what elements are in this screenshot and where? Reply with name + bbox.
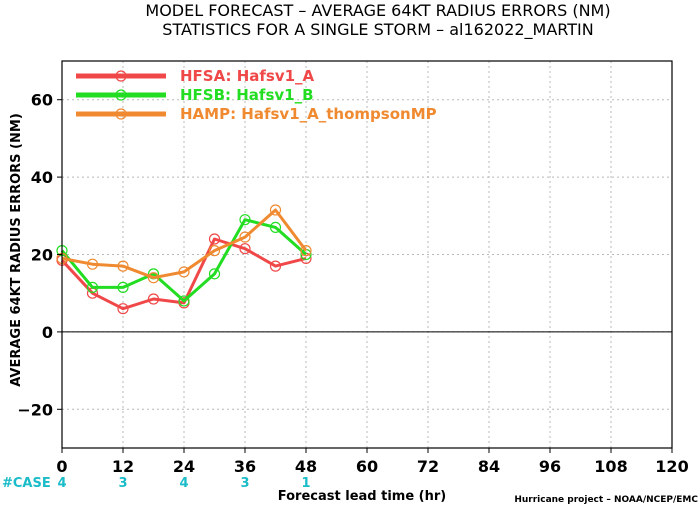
x-axis-title: Forecast lead time (hr) bbox=[278, 489, 446, 504]
series-line bbox=[60, 218, 307, 303]
data-point bbox=[117, 260, 129, 272]
x-tick-label: 108 bbox=[594, 457, 627, 476]
data-point bbox=[117, 281, 129, 293]
y-tick-label: 20 bbox=[31, 246, 53, 265]
case-count: 4 bbox=[179, 476, 188, 491]
data-point bbox=[239, 214, 251, 226]
credit-text: Hurricane project – NOAA/NCEP/EMC bbox=[514, 495, 698, 505]
data-point bbox=[269, 260, 282, 272]
data-point bbox=[208, 268, 221, 280]
data-point bbox=[117, 303, 129, 315]
series-2 bbox=[56, 214, 312, 307]
chart-subtitle: STATISTICS FOR A SINGLE STORM – al162022… bbox=[162, 20, 593, 40]
series-3 bbox=[56, 204, 312, 284]
data-point bbox=[269, 204, 282, 216]
data-point bbox=[208, 245, 221, 257]
case-count: 3 bbox=[240, 476, 249, 491]
case-count: 3 bbox=[118, 476, 127, 491]
data-point bbox=[178, 266, 190, 278]
series-line bbox=[61, 208, 308, 280]
data-point bbox=[208, 233, 221, 245]
x-tick-label: 48 bbox=[295, 457, 317, 476]
legend-marker bbox=[115, 70, 127, 82]
y-axis-title: AVERAGE 64KT RADIUS ERRORS (NM) bbox=[9, 113, 24, 387]
y-tick-label: 60 bbox=[31, 91, 53, 110]
data-point bbox=[147, 293, 160, 305]
y-tick-label: −20 bbox=[17, 400, 53, 419]
x-tick-label: 96 bbox=[539, 457, 561, 476]
x-tick-label: 36 bbox=[234, 457, 256, 476]
grid bbox=[61, 61, 673, 448]
x-tick-label: 60 bbox=[356, 457, 378, 476]
x-tick-label: 120 bbox=[655, 457, 688, 476]
y-tick-label: 0 bbox=[42, 323, 53, 342]
data-point bbox=[239, 243, 251, 255]
legend-marker bbox=[115, 108, 127, 120]
case-count: 1 bbox=[301, 476, 310, 491]
data-point bbox=[178, 295, 190, 307]
legend-label: HFSB: Hafsv1_B bbox=[180, 86, 314, 104]
plot-frame bbox=[61, 60, 673, 449]
tick-labels: 0 12 24 36 48 60 72 84 96 108 120 −20 0 20 40 60 bbox=[17, 91, 688, 476]
case-count: 4 bbox=[57, 476, 66, 491]
x-tick-label: 72 bbox=[417, 457, 439, 476]
legend-marker bbox=[115, 89, 127, 101]
series-line bbox=[60, 237, 307, 311]
case-counts: 4 3 4 3 1 bbox=[57, 476, 310, 491]
case-label: #CASE bbox=[2, 476, 51, 491]
data-point bbox=[269, 221, 282, 234]
legend-label: HFSA: Hafsv1_A bbox=[180, 67, 315, 85]
x-tick-label: 84 bbox=[478, 457, 500, 476]
chart-title: MODEL FORECAST – AVERAGE 64KT RADIUS ERR… bbox=[145, 1, 610, 20]
data-point bbox=[86, 281, 99, 293]
data-point bbox=[300, 245, 312, 257]
legend-label: HAMP: Hafsv1_A_thompsonMP bbox=[180, 105, 437, 123]
series-group bbox=[56, 204, 312, 315]
data-point bbox=[86, 258, 99, 270]
x-tick-label: 24 bbox=[173, 457, 195, 476]
data-point bbox=[239, 231, 251, 243]
data-point bbox=[147, 272, 160, 284]
y-tick-label: 40 bbox=[31, 168, 53, 187]
x-tick-label: 0 bbox=[56, 457, 67, 476]
x-tick-label: 12 bbox=[112, 457, 134, 476]
